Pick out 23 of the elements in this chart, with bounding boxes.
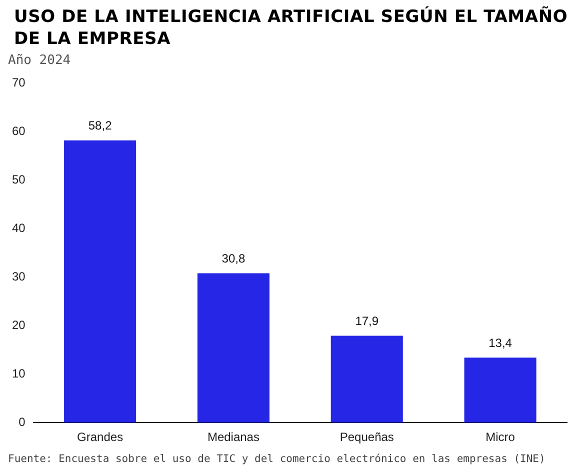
bar xyxy=(330,336,403,423)
data-label: 13,4 xyxy=(488,336,512,350)
y-tick-label: 40 xyxy=(12,220,26,235)
source-note: Fuente: Encuesta sobre el uso de TIC y del comercio electrónico en las empresas (INE) xyxy=(8,453,546,465)
x-tick-label: Micro xyxy=(486,430,516,444)
bar xyxy=(197,273,270,423)
x-tick-label: Pequeñas xyxy=(340,430,394,444)
chart-subtitle: Año 2024 xyxy=(8,53,72,68)
bar xyxy=(64,140,136,423)
x-tick-label: Medianas xyxy=(207,430,260,444)
y-tick-label: 30 xyxy=(12,269,26,284)
data-label: 17,9 xyxy=(355,314,379,328)
y-tick-label: 50 xyxy=(12,172,26,186)
data-label: 58,2 xyxy=(88,118,112,133)
bar xyxy=(464,358,536,423)
y-tick-label: 60 xyxy=(12,124,26,138)
y-tick-label: 0 xyxy=(18,414,26,429)
y-tick-label: 20 xyxy=(12,318,26,332)
chart-title: USO DE LA INTELIGENCIA ARTIFICIAL SEGÚN EL TAMAÑO DE LA EMPRESA xyxy=(14,6,569,50)
x-tick-label: Grandes xyxy=(77,430,124,444)
data-label: 30,8 xyxy=(222,252,246,266)
y-tick-label: 10 xyxy=(12,366,26,380)
y-tick-label: 70 xyxy=(12,76,26,90)
